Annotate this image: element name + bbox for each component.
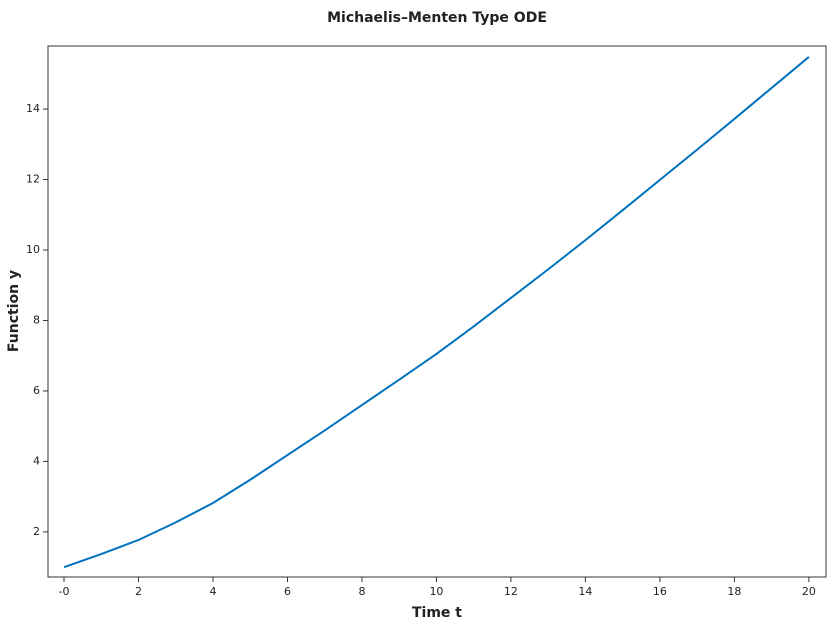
x-tick-label: 10 bbox=[429, 585, 443, 598]
y-tick-label: 2 bbox=[33, 525, 40, 538]
y-tick-label: 8 bbox=[33, 313, 40, 326]
x-tick-label: 2 bbox=[135, 585, 142, 598]
y-tick-label: 12 bbox=[26, 173, 40, 186]
x-tick-label: 16 bbox=[653, 585, 667, 598]
y-tick-label: 4 bbox=[33, 454, 40, 467]
x-tick-label: 6 bbox=[284, 585, 291, 598]
x-tick-label: 12 bbox=[504, 585, 518, 598]
y-axis-label: Function y bbox=[6, 270, 22, 352]
y-tick-label: 10 bbox=[26, 243, 40, 256]
plot-frame bbox=[47, 45, 827, 578]
x-tick-label: 4 bbox=[209, 585, 216, 598]
x-tick-label: 20 bbox=[802, 585, 816, 598]
x-axis-label: Time t bbox=[412, 605, 462, 621]
chart-title: Michaelis–Menten Type ODE bbox=[327, 10, 547, 26]
x-tick-label: 8 bbox=[358, 585, 365, 598]
line-series bbox=[63, 56, 810, 569]
x-tick-label: 14 bbox=[578, 585, 592, 598]
x-tick-label: -0 bbox=[59, 585, 70, 598]
x-tick-label: 18 bbox=[727, 585, 741, 598]
y-tick-label: 14 bbox=[26, 102, 40, 115]
y-tick-label: 6 bbox=[33, 384, 40, 397]
